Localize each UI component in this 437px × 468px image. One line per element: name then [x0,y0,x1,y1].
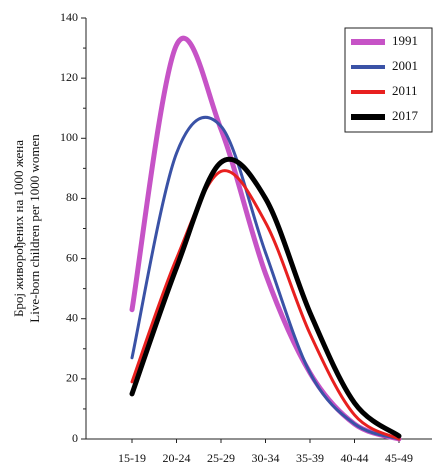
y-tick-label: 0 [72,431,78,445]
legend-label: 2011 [392,83,418,98]
y-tick-label: 20 [66,371,78,385]
x-tick-label: 15-19 [118,451,146,465]
y-tick-label: 140 [60,10,78,24]
x-tick-label: 45-49 [385,451,413,465]
legend-label: 1991 [392,33,418,48]
x-tick-label: 25-29 [207,451,235,465]
x-tick-label: 40-44 [341,451,369,465]
series-line [129,156,402,439]
x-tick-label: 30-34 [252,451,280,465]
y-axis-label: Број живорођених на 1000 жена [11,140,26,317]
legend-label: 2017 [392,108,419,123]
y-tick-label: 120 [60,70,78,84]
x-tick-label: 35-39 [296,451,324,465]
y-tick-label: 100 [60,130,78,144]
y-tick-label: 40 [66,310,78,324]
legend-label: 2001 [392,58,418,73]
x-tick-label: 20-24 [163,451,191,465]
series-line [130,169,401,441]
y-tick-label: 80 [66,190,78,204]
y-axis-label: Live-born children per 1000 women [27,134,42,323]
y-tick-label: 60 [66,250,78,264]
series-line [130,115,401,441]
